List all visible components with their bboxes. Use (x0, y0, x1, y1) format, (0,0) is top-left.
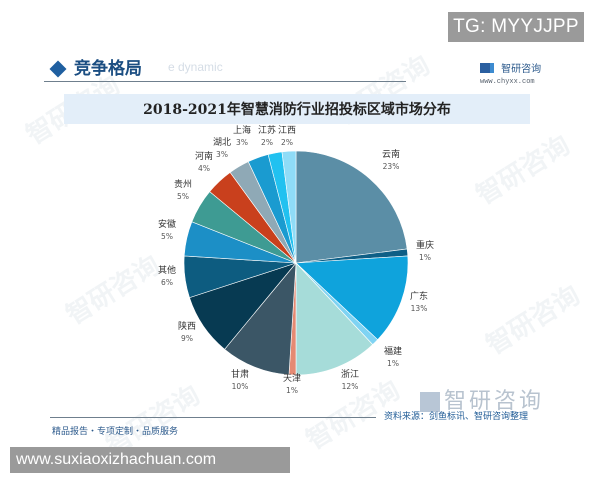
pie-label-percent: 10% (231, 382, 249, 391)
pie-label-name: 贵州 (173, 180, 192, 190)
pie-label-percent: 1% (387, 359, 399, 368)
pie-label: 江苏 2% (247, 126, 287, 148)
pie-label-name: 江苏 (257, 126, 276, 136)
section-title: 竞争格局 (74, 59, 142, 79)
section-header: 竞争格局 e dynamic (44, 52, 544, 92)
pie-label-name: 江西 (277, 126, 296, 136)
pie-label-name: 福建 (383, 347, 402, 357)
pie-label: 上海 3% (222, 126, 262, 148)
header-divider (44, 81, 406, 82)
pie-label-percent: 1% (286, 386, 298, 395)
pie-label-percent: 5% (177, 192, 189, 201)
pie-label: 广东 13% (399, 292, 439, 314)
pie-label: 其他 6% (147, 266, 187, 288)
chart-title-band: 2018-2021年智慧消防行业招投标区域市场分布 (64, 94, 530, 124)
pie-slice-浙江 (295, 262, 374, 376)
brand-name: 智研咨询 (501, 64, 542, 75)
pie-label: 安徽 5% (147, 220, 187, 242)
section-ghost-text: e dynamic (168, 60, 223, 74)
pie-label: 天津 1% (272, 374, 312, 396)
tg-overlay-badge: TG: MYYJJPP (448, 12, 584, 42)
pie-label-name: 天津 (282, 374, 301, 384)
pie-label-name: 河南 (194, 152, 213, 162)
chart-title: 2018-2021年智慧消防行业招投标区域市场分布 (143, 102, 451, 118)
pie-label-name: 陕西 (177, 322, 196, 332)
pie-label-percent: 4% (198, 164, 210, 173)
pie-label-percent: 9% (181, 334, 193, 343)
pie-label: 贵州 5% (163, 180, 203, 202)
url-overlay-badge: www.suxiaoxizhachuan.com (10, 447, 290, 473)
brand-block: 智研咨询 www.chyxx.com (480, 57, 560, 86)
pie-label-percent: 6% (161, 278, 173, 287)
footer-logo: 智研咨询 (420, 383, 544, 415)
pie-label-percent: 5% (161, 232, 173, 241)
data-source: 资料来源：剑鱼标讯、智研咨询整理 (384, 412, 529, 422)
brand-logo-icon (480, 62, 494, 73)
pie-label-percent: 13% (410, 304, 428, 313)
pie-label-name: 湖北 (212, 138, 231, 148)
pie-label-name: 上海 (232, 126, 251, 136)
pie-label: 浙江 12% (330, 370, 370, 392)
pie-slice-云南 (295, 150, 408, 264)
pie-label: 重庆 1% (405, 241, 445, 263)
pie-label: 湖北 3% (202, 138, 242, 160)
pie-label-percent: 23% (382, 162, 400, 171)
pie-label-name: 安徽 (157, 220, 176, 230)
pie-label-name: 其他 (157, 266, 176, 276)
pie-label-name: 云南 (381, 150, 400, 160)
footer-logo-icon (420, 392, 440, 412)
pie-label: 河南 4% (184, 152, 224, 174)
footer-divider (50, 417, 376, 418)
pie-label-name: 重庆 (415, 241, 434, 251)
pie-label: 陕西 9% (167, 322, 207, 344)
pie-label-percent: 3% (216, 150, 228, 159)
pie-label-percent: 1% (419, 253, 431, 262)
brand-url: www.chyxx.com (480, 78, 535, 86)
pie-label-percent: 2% (281, 138, 293, 147)
pie-slice-广东 (295, 255, 409, 341)
footer-tagline: 精品报告・专项定制・品质服务 (52, 427, 179, 437)
pie-label: 福建 1% (373, 347, 413, 369)
pie-label-percent: 12% (341, 382, 359, 391)
pie-label: 江西 2% (267, 126, 307, 148)
footer-logo-text: 智研咨询 (444, 389, 545, 414)
pie-slice-江西 (281, 150, 297, 264)
pie-label: 甘肃 10% (220, 370, 260, 392)
pie-label-name: 甘肃 (230, 370, 249, 380)
pie-label-percent: 3% (236, 138, 248, 147)
pie-label: 云南 23% (371, 150, 411, 172)
pie-label-name: 浙江 (340, 370, 359, 380)
pie-label-percent: 2% (261, 138, 273, 147)
pie-label-name: 广东 (409, 292, 428, 302)
